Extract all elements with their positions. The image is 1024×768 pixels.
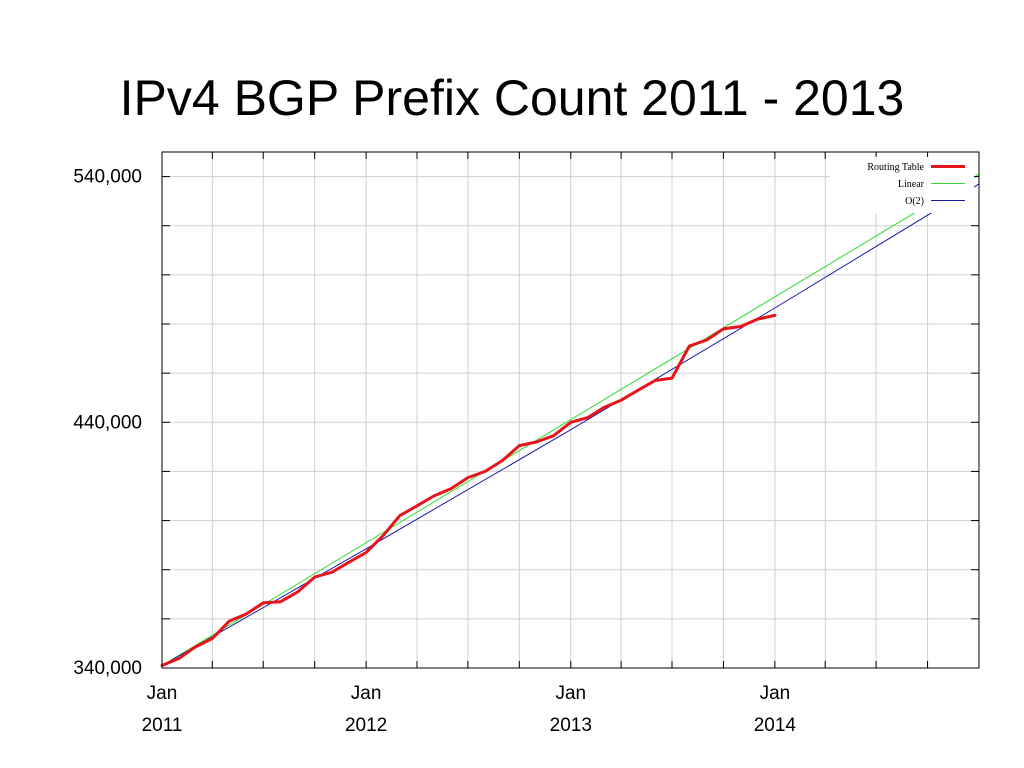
chart-series-group bbox=[160, 173, 980, 667]
chart-tick-labels: 340,000 440,000 540,000 Jan 2011 Jan 2012 Jan 20… bbox=[73, 167, 796, 736]
x-tick-label-month: Jan bbox=[351, 683, 382, 704]
chart-legend: Routing Table Linear O(2) bbox=[830, 157, 974, 213]
page-title: IPv4 BGP Prefix Count 2011 - 2013 bbox=[119, 70, 905, 126]
y-tick-label: 440,000 bbox=[73, 412, 142, 433]
x-tick-label-year: 2012 bbox=[345, 715, 387, 736]
y-tick-label: 340,000 bbox=[73, 658, 142, 679]
x-tick-label-month: Jan bbox=[555, 683, 586, 704]
series-line-routing-table bbox=[160, 313, 777, 667]
legend-label-o-2: O(2) bbox=[905, 196, 924, 207]
chart-grid bbox=[162, 152, 979, 668]
series-line-o-2 bbox=[161, 183, 980, 666]
x-tick-label-year: 2011 bbox=[142, 715, 183, 736]
x-tick-label-month: Jan bbox=[760, 683, 791, 704]
x-tick-label-year: 2014 bbox=[754, 715, 797, 736]
legend-label-routing-table: Routing Table bbox=[867, 162, 924, 173]
x-tick-label-year: 2013 bbox=[550, 715, 592, 736]
series-line-linear bbox=[161, 173, 980, 666]
x-tick-label-month: Jan bbox=[147, 683, 178, 704]
y-tick-label: 540,000 bbox=[73, 167, 142, 188]
legend-label-linear: Linear bbox=[898, 179, 925, 190]
